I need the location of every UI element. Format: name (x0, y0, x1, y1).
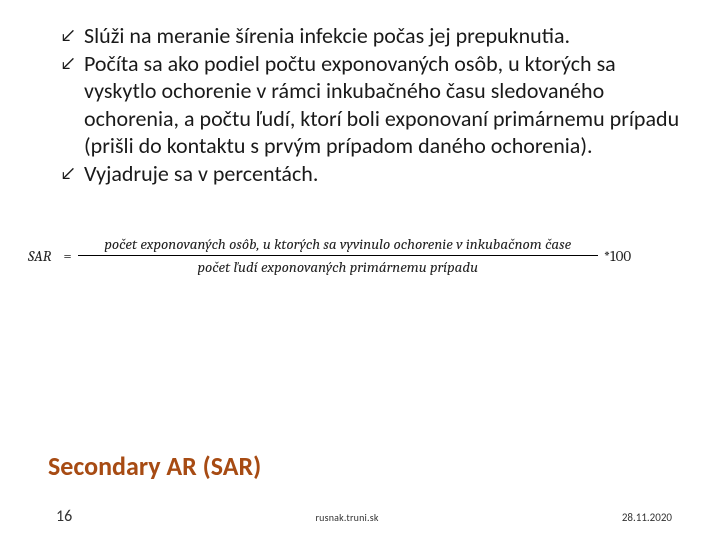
fraction-numerator: počet exponovaných osôb, u ktorých sa vy… (98, 233, 577, 255)
bullet-text: Slúži na meranie šírenia infekcie počas … (84, 22, 570, 49)
equals-sign: = (57, 247, 77, 265)
bullet-text: Počíta sa ako podiel počtu exponovaných … (84, 50, 679, 160)
formula-label: SAR (20, 247, 57, 265)
bullet-list: ↘ Slúži na meranie šírenia infekcie poča… (60, 22, 680, 187)
fraction: počet exponovaných osôb, u ktorých sa vy… (78, 233, 598, 278)
list-item: ↘ Počíta sa ako podiel počtu exponovanýc… (60, 50, 680, 160)
bullet-marker-icon: ↘ (60, 162, 76, 185)
formula: SAR = počet exponovaných osôb, u ktorých… (20, 233, 720, 278)
footer-date: 28.11.2020 (622, 511, 672, 524)
section-title: Secondary AR (SAR) (48, 450, 261, 482)
formula-suffix: *100 (598, 247, 631, 265)
formula-row: SAR = počet exponovaných osôb, u ktorých… (20, 233, 720, 278)
bullet-marker-icon: ↘ (60, 24, 76, 47)
page-number: 16 (56, 507, 72, 526)
slide: ↘ Slúži na meranie šírenia infekcie poča… (0, 0, 720, 540)
fraction-denominator: počet ľudí exponovaných primárnemu prípa… (191, 256, 484, 278)
list-item: ↘ Slúži na meranie šírenia infekcie poča… (60, 22, 680, 50)
bullet-marker-icon: ↘ (60, 52, 76, 75)
footer: 16 rusnak.truni.sk 28.11.2020 (0, 507, 720, 526)
list-item: ↘ Vyjadruje sa v percentách. (60, 160, 680, 188)
footer-url: rusnak.truni.sk (315, 511, 378, 524)
bullet-text: Vyjadruje sa v percentách. (84, 160, 318, 187)
